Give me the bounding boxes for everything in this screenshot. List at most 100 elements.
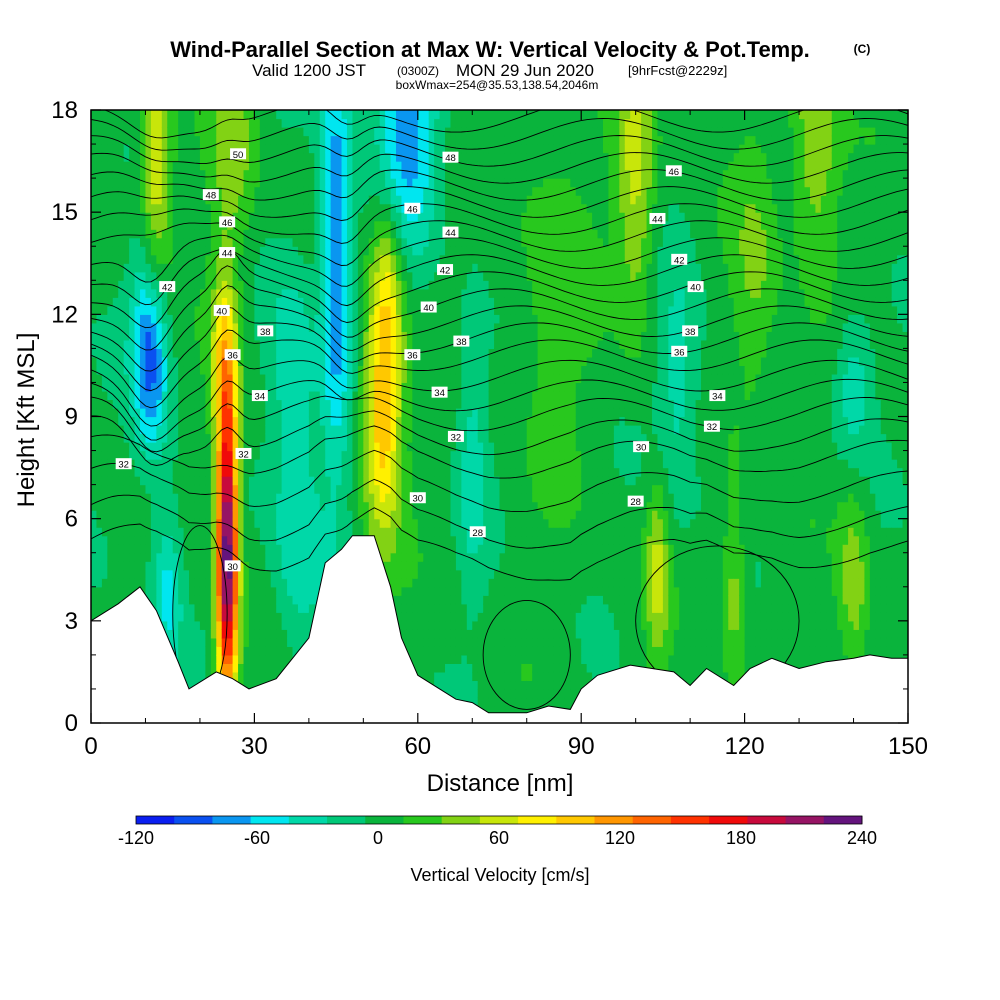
w-cell bbox=[417, 569, 424, 579]
w-cell bbox=[423, 595, 430, 605]
w-cell bbox=[368, 356, 375, 367]
w-cell bbox=[232, 620, 239, 630]
w-cell bbox=[363, 467, 370, 477]
w-cell bbox=[199, 527, 206, 537]
w-cell bbox=[107, 314, 114, 324]
w-cell bbox=[363, 127, 370, 137]
w-cell bbox=[216, 416, 223, 426]
w-cell bbox=[276, 654, 283, 664]
w-cell bbox=[178, 212, 185, 222]
w-cell bbox=[199, 407, 206, 418]
w-cell bbox=[161, 484, 168, 494]
w-cell bbox=[336, 135, 343, 145]
w-cell bbox=[406, 280, 413, 290]
w-cell bbox=[183, 178, 190, 188]
w-cell bbox=[265, 118, 272, 128]
w-cell bbox=[368, 212, 375, 222]
w-cell bbox=[189, 348, 196, 358]
w-cell bbox=[183, 433, 190, 443]
w-cell bbox=[461, 586, 468, 596]
w-cell bbox=[455, 425, 462, 435]
w-cell bbox=[178, 612, 185, 622]
w-cell bbox=[357, 331, 364, 341]
w-cell bbox=[156, 331, 163, 341]
w-cell bbox=[265, 595, 272, 605]
w-cell bbox=[123, 476, 130, 486]
w-cell bbox=[91, 416, 98, 426]
w-cell bbox=[417, 263, 424, 273]
w-cell bbox=[270, 433, 277, 443]
w-cell bbox=[363, 246, 370, 256]
w-cell bbox=[445, 450, 452, 460]
w-cell bbox=[423, 246, 430, 256]
w-cell bbox=[210, 493, 217, 503]
w-cell bbox=[336, 382, 343, 392]
w-cell bbox=[91, 467, 98, 477]
w-cell bbox=[352, 246, 359, 256]
w-cell bbox=[178, 118, 185, 128]
w-cell bbox=[199, 305, 206, 315]
w-cell bbox=[227, 297, 234, 307]
w-cell bbox=[167, 510, 174, 520]
w-cell bbox=[161, 161, 168, 171]
w-cell bbox=[461, 348, 468, 358]
w-cell bbox=[292, 110, 299, 120]
w-cell bbox=[303, 118, 310, 128]
w-cell bbox=[189, 399, 196, 409]
w-cell bbox=[221, 595, 228, 605]
w-cell bbox=[243, 646, 250, 656]
w-cell bbox=[140, 220, 147, 230]
w-cell bbox=[178, 493, 185, 503]
w-cell bbox=[363, 484, 370, 494]
w-cell bbox=[199, 280, 206, 290]
w-cell bbox=[363, 263, 370, 273]
w-cell bbox=[445, 646, 452, 656]
w-cell bbox=[129, 561, 136, 571]
w-cell bbox=[112, 382, 119, 392]
w-cell bbox=[243, 135, 250, 145]
w-cell bbox=[319, 425, 326, 435]
w-cell bbox=[161, 169, 168, 179]
w-cell bbox=[129, 476, 136, 486]
w-cell bbox=[134, 152, 141, 162]
w-cell bbox=[428, 637, 435, 647]
w-cell bbox=[199, 254, 206, 264]
w-cell bbox=[178, 433, 185, 443]
w-cell bbox=[406, 254, 413, 264]
w-cell bbox=[406, 322, 413, 332]
w-cell bbox=[221, 663, 228, 673]
w-cell bbox=[292, 561, 299, 571]
w-cell bbox=[379, 263, 386, 273]
w-cell bbox=[112, 433, 119, 443]
w-cell bbox=[445, 322, 452, 332]
w-cell bbox=[243, 314, 250, 324]
w-cell bbox=[227, 671, 234, 682]
w-cell bbox=[265, 339, 272, 349]
w-cell bbox=[330, 407, 337, 418]
w-cell bbox=[259, 425, 266, 435]
w-cell bbox=[287, 118, 294, 128]
w-cell bbox=[308, 399, 315, 409]
w-cell bbox=[445, 365, 452, 375]
w-cell bbox=[455, 118, 462, 128]
w-cell bbox=[145, 110, 152, 120]
w-cell bbox=[129, 127, 136, 137]
w-cell bbox=[341, 280, 348, 290]
w-cell bbox=[325, 152, 332, 162]
w-cell bbox=[297, 356, 305, 367]
w-cell bbox=[167, 425, 174, 435]
w-cell bbox=[434, 612, 441, 622]
w-cell bbox=[455, 510, 462, 520]
w-cell bbox=[123, 263, 130, 273]
w-cell bbox=[439, 620, 446, 630]
w-cell bbox=[238, 382, 245, 392]
w-cell bbox=[183, 322, 190, 332]
w-cell bbox=[281, 467, 288, 477]
w-cell bbox=[259, 118, 266, 128]
w-cell bbox=[259, 433, 266, 443]
w-cell bbox=[101, 254, 108, 264]
w-cell bbox=[161, 110, 168, 120]
w-cell bbox=[216, 510, 223, 520]
w-cell bbox=[439, 654, 446, 664]
w-cell bbox=[205, 297, 212, 307]
